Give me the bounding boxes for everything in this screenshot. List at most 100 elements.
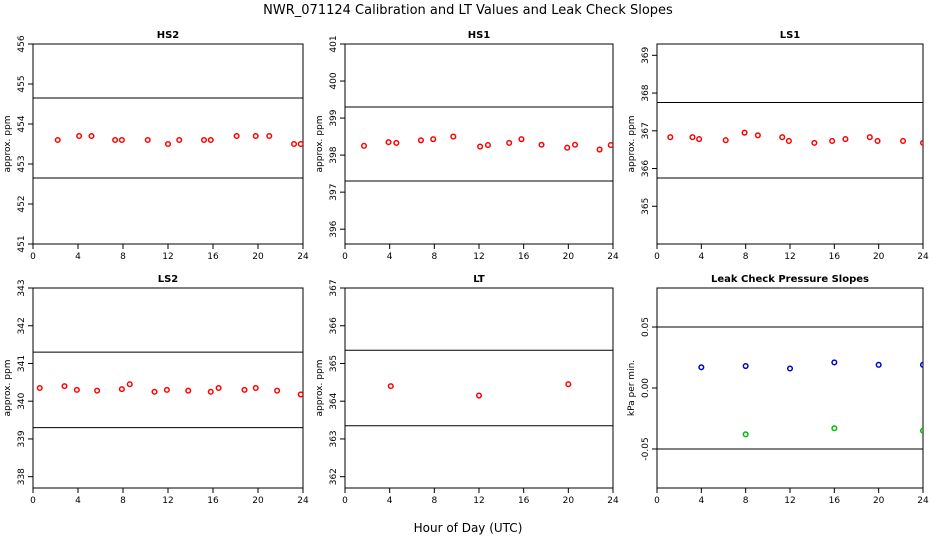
data-points [387, 381, 572, 399]
x-tick-label: 0 [654, 496, 660, 506]
data-points [36, 381, 303, 398]
data-point [290, 140, 298, 148]
y-axis-label: approx. ppm [315, 360, 325, 417]
data-point [919, 427, 923, 434]
data-point [919, 361, 923, 368]
data-point [387, 383, 394, 390]
data-point [163, 386, 170, 393]
y-tick-label: 451 [17, 235, 27, 252]
data-point [360, 142, 368, 149]
y-tick-label: 398 [329, 146, 339, 163]
data-point [811, 139, 818, 146]
data-point [667, 134, 674, 141]
panel-title: Leak Check Pressure Slopes [711, 274, 869, 285]
data-points [360, 133, 613, 153]
data-point [754, 132, 761, 139]
x-tick-label: 20 [563, 252, 575, 262]
y-tick-label: 400 [329, 72, 339, 89]
x-tick-label: 0 [342, 252, 348, 262]
x-tick-label: 4 [698, 252, 704, 262]
y-tick-label: -0.05 [641, 437, 651, 460]
data-point [607, 142, 613, 149]
x-tick-label: 20 [873, 252, 885, 262]
data-point [126, 381, 133, 388]
x-tick-label: 24 [917, 496, 929, 506]
x-tick-label: 20 [873, 496, 885, 506]
y-tick-label: 362 [329, 468, 339, 485]
figure-title: NWR_071124 Calibration and LT Values and… [263, 3, 673, 18]
data-point [176, 136, 183, 144]
data-point [518, 136, 525, 143]
data-point [112, 136, 119, 144]
data-point [274, 387, 281, 394]
data-point [450, 133, 457, 140]
x-tick-label: 24 [297, 252, 309, 262]
x-tick-label: 24 [297, 496, 309, 506]
data-point [215, 384, 222, 392]
y-tick-label: 367 [329, 279, 339, 296]
x-tick-label: 12 [784, 252, 795, 262]
data-point [742, 362, 749, 370]
y-tick-label: 338 [17, 468, 27, 485]
x-tick-label: 4 [387, 252, 393, 262]
panel-title: LS1 [780, 30, 801, 41]
plot-frame [656, 43, 924, 245]
data-point [785, 137, 792, 145]
y-tick-label: 369 [641, 46, 651, 63]
data-point [696, 136, 703, 143]
x-tick-label: 8 [120, 252, 126, 262]
y-tick-label: 365 [329, 355, 339, 372]
y-axis-label: kPa per min. [627, 360, 637, 416]
y-tick-label: 399 [329, 109, 339, 126]
y-tick-label: 0.00 [641, 378, 651, 398]
y-axis-label: approx. ppm [3, 360, 13, 417]
x-tick-label: 24 [607, 496, 619, 506]
data-point [722, 137, 729, 144]
y-tick-label: 452 [17, 195, 27, 212]
data-point [393, 139, 400, 146]
x-tick-label: 20 [563, 496, 575, 506]
x-tick-label: 20 [252, 252, 264, 262]
data-point [252, 384, 259, 392]
panel-3: LS2 approx. ppm 0 4 8 12 16 20 24 338 339 340 341 342… [3, 274, 309, 506]
y-tick-label: 396 [329, 220, 339, 237]
y-tick-label: 339 [17, 430, 27, 447]
data-point [266, 132, 273, 140]
y-tick-label: 456 [17, 35, 27, 52]
panel-5: Leak Check Pressure Slopes kPa per min. 0 4… [627, 274, 929, 506]
data-point [742, 431, 749, 438]
x-tick-label: 4 [75, 252, 81, 262]
data-point [866, 134, 873, 141]
data-point [875, 361, 882, 368]
plot-frame [656, 287, 924, 489]
y-axis-label: approx. ppm [627, 116, 637, 173]
x-tick-label: 4 [698, 496, 704, 506]
x-tick-label: 0 [30, 252, 36, 262]
x-tick-label: 16 [207, 496, 219, 506]
x-tick-label: 16 [207, 252, 219, 262]
data-point [61, 383, 68, 390]
data-point [571, 141, 579, 148]
data-point [831, 425, 838, 432]
panel-1: HS1 approx. ppm 0 4 8 12 16 20 24 396 397 398 399 400… [315, 30, 619, 262]
data-point [241, 386, 248, 393]
panel-title: LS2 [158, 274, 179, 285]
x-tick-label: 0 [654, 252, 660, 262]
panel-title: LT [473, 274, 485, 285]
data-point [477, 143, 484, 150]
plot-frame [344, 287, 614, 489]
y-tick-label: 368 [641, 84, 651, 101]
y-tick-label: 401 [329, 35, 339, 52]
x-tick-label: 16 [518, 252, 530, 262]
data-point [831, 359, 838, 366]
x-tick-label: 0 [342, 496, 348, 506]
data-point [779, 134, 786, 141]
x-tick-label: 20 [252, 496, 264, 506]
data-point [689, 134, 696, 141]
y-tick-label: 341 [17, 355, 27, 372]
x-tick-label: 12 [162, 496, 173, 506]
x-tick-label: 16 [829, 496, 841, 506]
data-point [118, 386, 125, 393]
data-point [73, 386, 80, 393]
